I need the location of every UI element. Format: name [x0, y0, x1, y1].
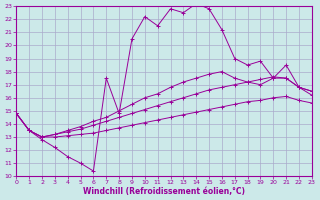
- X-axis label: Windchill (Refroidissement éolien,°C): Windchill (Refroidissement éolien,°C): [83, 187, 245, 196]
